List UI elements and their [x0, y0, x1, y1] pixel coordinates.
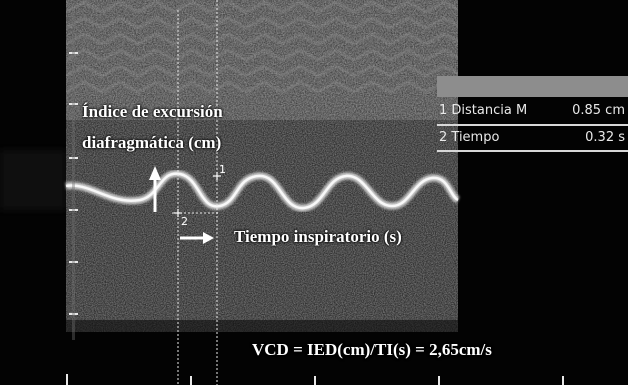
vcd-formula: VCD = IED(cm)/TI(s) = 2,65cm/s: [252, 340, 492, 359]
ied-arrow-up: [149, 166, 161, 212]
marker-2-label: 2: [181, 215, 188, 228]
measurement-value: 0.85 cm: [572, 103, 625, 118]
measurement-divider: [437, 124, 628, 126]
caliper-crosshairs: [174, 172, 221, 217]
time-scale: [66, 374, 564, 385]
left-artifact: [0, 150, 66, 210]
measurement-label: 1 Distancia M: [439, 103, 528, 118]
measurement-divider: [437, 150, 628, 152]
measurement-panel-header: [437, 76, 628, 97]
measurement-row-time: 2 Tiempo 0.32 s: [437, 127, 628, 151]
m-mode-scan-area: [65, 0, 461, 332]
ti-arrow-right: [180, 232, 214, 244]
ti-label: Tiempo inspiratorio (s): [234, 227, 402, 246]
measurement-value: 0.32 s: [585, 130, 625, 145]
measurement-panel: 1 Distancia M 0.85 cm 2 Tiempo 0.32 s: [437, 76, 628, 152]
marker-1-label: 1: [219, 163, 226, 176]
measurement-row-distance: 1 Distancia M 0.85 cm: [437, 100, 628, 124]
depth-scale: [69, 10, 78, 340]
tissue-wave-bands: [66, 1, 458, 93]
ied-label-line2: diafragmática (cm): [82, 133, 222, 152]
caliper-lines: [172, 0, 219, 385]
measurement-label: 2 Tiempo: [439, 130, 500, 145]
ied-label-line1: Índice de excursión: [82, 102, 223, 121]
